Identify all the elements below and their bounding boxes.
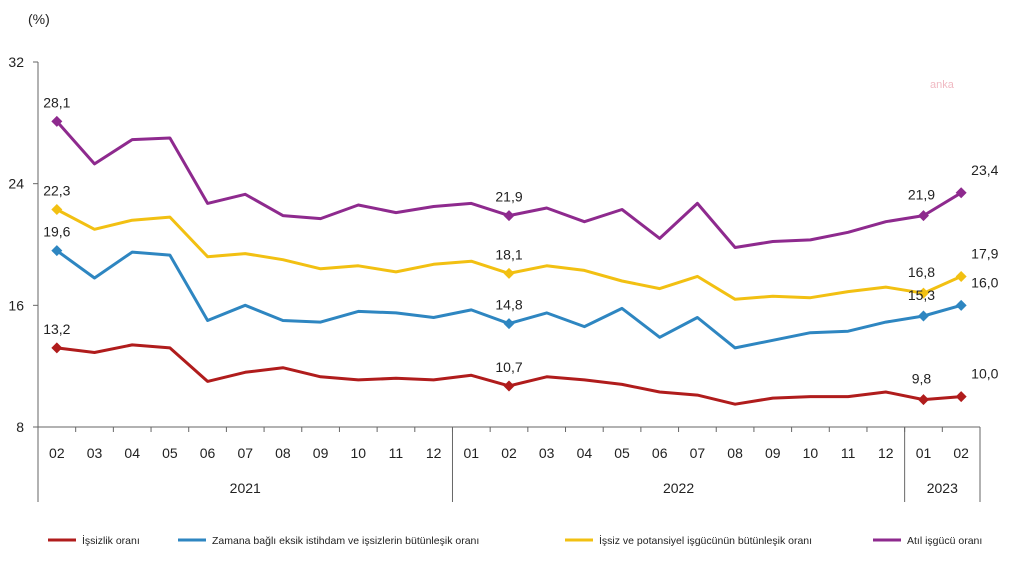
data-label: 18,1 [495, 246, 522, 262]
y-axis-ticks: 8 16 24 32 [8, 54, 38, 435]
watermark: anka [930, 79, 955, 91]
x-tick-label: 05 [614, 445, 630, 461]
data-point-marker [503, 210, 515, 222]
y-tick-label: 24 [8, 176, 24, 192]
data-label: 16,8 [908, 264, 935, 280]
data-label: 19,6 [43, 224, 70, 240]
data-point-marker [51, 342, 63, 354]
data-label: 9,8 [912, 371, 932, 387]
legend: İşsizlik oranı Zamana bağlı eksik istihda… [48, 534, 982, 547]
series-line [55, 119, 963, 249]
year-label: 2022 [663, 480, 694, 496]
data-point-marker [51, 115, 63, 127]
data-label: 13,2 [43, 321, 70, 337]
legend-label: Atıl işgücü oranı [907, 535, 982, 547]
x-tick-label: 10 [803, 445, 819, 461]
x-tick-label: 04 [577, 445, 593, 461]
data-point-marker [51, 204, 63, 216]
data-label: 16,0 [971, 274, 998, 290]
data-labels: 13,2 10,7 9,8 10,0 19,6 14,8 15,3 16,0 22,3 18,1 1… [43, 94, 998, 386]
data-label: 17,9 [971, 245, 998, 261]
x-tick-label: 11 [841, 445, 856, 461]
legend-label: İşsiz ve potansiyel işgücünün bütünleşik… [599, 534, 812, 547]
y-tick-label: 32 [8, 54, 24, 70]
x-tick-label: 05 [162, 445, 178, 461]
data-label: 10,7 [495, 359, 522, 375]
data-point-marker [503, 380, 515, 392]
x-tick-label: 01 [916, 445, 932, 461]
x-tick-label: 01 [464, 445, 480, 461]
x-tick-label: 10 [350, 445, 366, 461]
data-label: 28,1 [43, 94, 70, 110]
year-label: 2021 [230, 480, 261, 496]
x-tick-label: 11 [389, 445, 404, 461]
x-axis-categories: 02 03 04 05 06 07 08 09 10 11 12 01 02 03 04 05 06 07 08 09… [49, 427, 981, 496]
data-label: 21,9 [495, 189, 522, 205]
data-point-marker [503, 318, 515, 330]
data-point-marker [917, 394, 929, 406]
data-point-marker [955, 187, 967, 199]
x-tick-label: 03 [539, 445, 555, 461]
data-point-marker [955, 299, 967, 311]
x-tick-label: 08 [727, 445, 743, 461]
data-point-marker [917, 287, 929, 299]
x-tick-label: 02 [49, 445, 65, 461]
x-tick-label: 12 [426, 445, 442, 461]
data-point-marker [955, 391, 967, 403]
y-tick-label: 8 [16, 419, 24, 435]
legend-label: İşsizlik oranı [82, 534, 140, 547]
x-tick-label: 02 [501, 445, 517, 461]
x-tick-label: 06 [652, 445, 668, 461]
axes-frame [37, 62, 981, 502]
data-point-marker [917, 310, 929, 322]
x-tick-label: 12 [878, 445, 894, 461]
data-label: 21,9 [908, 187, 935, 203]
data-label: 23,4 [971, 162, 998, 178]
x-tick-label: 07 [237, 445, 253, 461]
x-tick-label: 09 [765, 445, 781, 461]
data-point-marker [503, 267, 515, 279]
x-tick-label: 02 [953, 445, 969, 461]
data-label: 10,0 [971, 366, 998, 382]
x-tick-label: 06 [200, 445, 216, 461]
data-label: 14,8 [495, 297, 522, 313]
x-tick-label: 08 [275, 445, 291, 461]
x-tick-label: 03 [87, 445, 103, 461]
y-unit-label: (%) [28, 11, 50, 27]
data-label: 15,3 [908, 287, 935, 303]
x-tick-label: 09 [313, 445, 329, 461]
x-tick-label: 07 [690, 445, 706, 461]
y-tick-label: 16 [8, 297, 24, 313]
legend-label: Zamana bağlı eksik istihdam ve işsizleri… [212, 535, 479, 547]
series-markers [51, 115, 967, 406]
x-tick-label: 04 [124, 445, 140, 461]
year-label: 2023 [927, 480, 958, 496]
data-point-marker [955, 270, 967, 282]
data-point-marker [917, 210, 929, 222]
data-point-marker [51, 245, 63, 257]
data-label: 22,3 [43, 183, 70, 199]
